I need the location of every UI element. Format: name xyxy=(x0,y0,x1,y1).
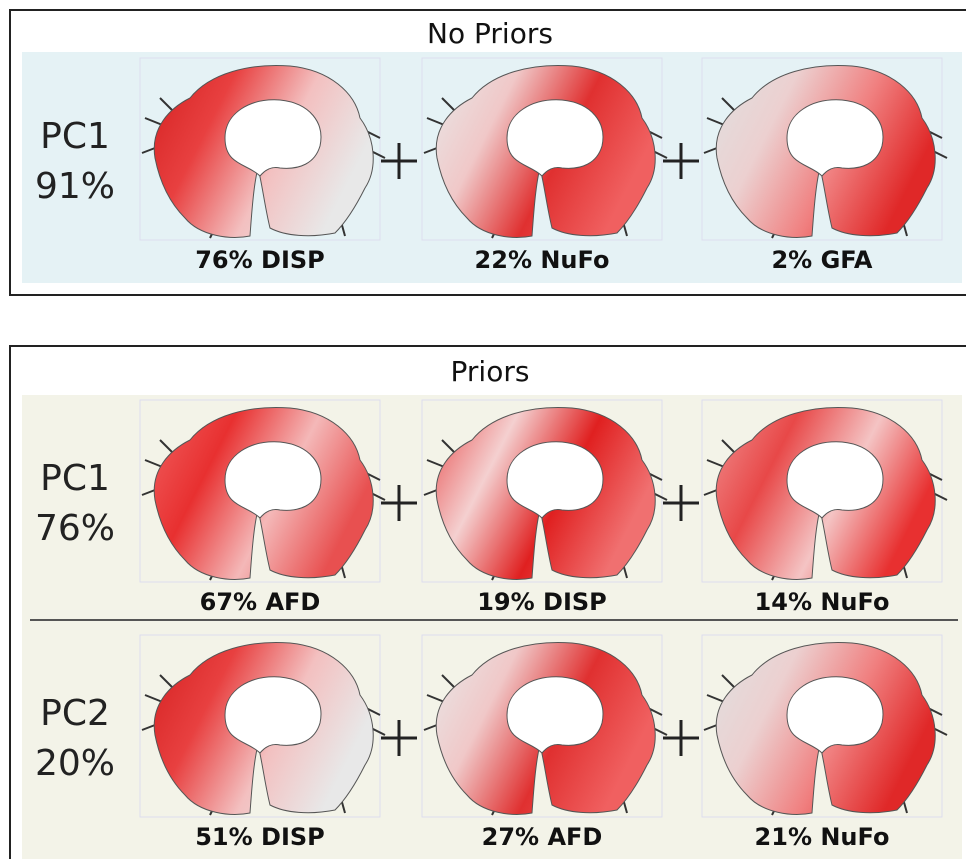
panel-title: No Priors xyxy=(427,17,553,50)
tract-image xyxy=(141,65,386,239)
pc-variance: 91% xyxy=(35,166,115,207)
tract-image xyxy=(423,65,668,239)
component-label: 21% NuFo xyxy=(755,823,890,851)
tract-hole xyxy=(506,676,604,754)
tract-image xyxy=(141,407,386,581)
image-frame xyxy=(701,399,943,583)
tract-hole xyxy=(224,99,322,177)
tract-image xyxy=(423,407,668,581)
tract-hole xyxy=(224,676,322,754)
tract-image xyxy=(423,642,668,816)
component-label: 19% DISP xyxy=(477,588,607,616)
tract-hole xyxy=(786,441,884,519)
image-frame xyxy=(421,57,663,241)
image-frame xyxy=(139,634,381,818)
pc-label: PC1 xyxy=(40,458,110,499)
component-label: 27% AFD xyxy=(482,823,603,851)
pc-variance: 20% xyxy=(35,743,115,784)
tract-hole xyxy=(506,441,604,519)
component-label: 67% AFD xyxy=(200,588,321,616)
panel-title: Priors xyxy=(451,355,530,388)
tract-hole xyxy=(786,676,884,754)
pc-label: PC1 xyxy=(40,116,110,157)
image-frame xyxy=(139,57,381,241)
tract-image xyxy=(141,642,386,816)
pc-label: PC2 xyxy=(40,693,110,734)
pc-variance: 76% xyxy=(35,508,115,549)
tract-hole xyxy=(224,441,322,519)
image-frame xyxy=(421,399,663,583)
image-frame xyxy=(701,57,943,241)
component-label: 51% DISP xyxy=(195,823,325,851)
tract-hole xyxy=(506,99,604,177)
tract-hole xyxy=(786,99,884,177)
tract-image xyxy=(703,65,948,239)
image-frame xyxy=(421,634,663,818)
component-label: 2% GFA xyxy=(771,246,872,274)
tract-image xyxy=(703,407,948,581)
component-label: 22% NuFo xyxy=(475,246,610,274)
image-frame xyxy=(701,634,943,818)
image-frame xyxy=(139,399,381,583)
component-label: 76% DISP xyxy=(195,246,325,274)
component-label: 14% NuFo xyxy=(755,588,890,616)
tract-image xyxy=(703,642,948,816)
